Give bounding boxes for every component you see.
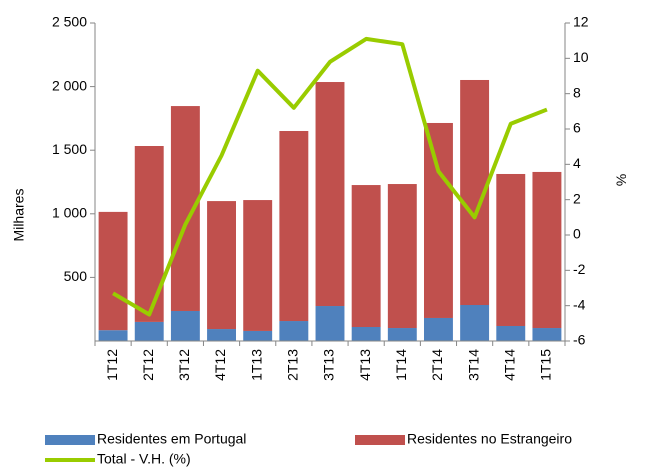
y-axis-label: Milhares — [11, 189, 27, 242]
y-tick-label: 2 000 — [52, 77, 87, 93]
y2-tick-label: 8 — [573, 84, 581, 100]
bar — [351, 327, 381, 341]
legend-label: Residentes no Estrangeiro — [407, 431, 572, 447]
bar — [387, 328, 417, 341]
legend-swatch — [45, 458, 95, 462]
legend-label: Residentes em Portugal — [97, 431, 246, 447]
x-tick-label: 2T13 — [285, 349, 301, 381]
bar — [424, 122, 453, 318]
bar — [315, 82, 345, 307]
bar — [279, 321, 309, 341]
x-tick-label: 1T13 — [248, 349, 264, 381]
x-tick-label: 2T14 — [429, 349, 445, 381]
y-tick-label: 500 — [64, 268, 88, 284]
bar — [496, 173, 526, 326]
x-tick-label: 4T13 — [357, 349, 373, 381]
y2-tick-label: 0 — [573, 226, 581, 242]
y2-tick-label: 10 — [573, 49, 589, 65]
x-tick-label: 3T14 — [465, 349, 481, 381]
bar — [170, 310, 200, 341]
bar — [98, 330, 128, 341]
legend-swatch — [45, 435, 95, 445]
y2-tick-label: 6 — [573, 120, 581, 136]
bar — [424, 317, 453, 341]
bar — [351, 185, 381, 328]
bar — [279, 130, 309, 322]
y2-tick-label: -6 — [573, 332, 586, 348]
x-tick-label: 1T15 — [538, 349, 554, 381]
legend-label: Total - V.H. (%) — [97, 451, 191, 467]
y2-tick-label: 12 — [573, 14, 589, 30]
bar — [207, 329, 236, 341]
x-tick-label: 1T12 — [104, 349, 120, 381]
y2-axis-label: % — [613, 174, 629, 186]
x-tick-label: 4T12 — [212, 349, 228, 381]
y2-tick-label: 2 — [573, 190, 581, 206]
x-tick-label: 3T12 — [176, 349, 192, 381]
x-tick-label: 3T13 — [321, 349, 337, 381]
x-tick-label: 4T14 — [501, 349, 517, 381]
bar — [98, 211, 128, 331]
bar — [387, 184, 417, 329]
y-tick-label: 1 500 — [52, 141, 87, 157]
bar — [532, 171, 562, 329]
bar — [134, 146, 164, 322]
y-tick-label: 1 000 — [52, 205, 87, 221]
legend-swatch — [355, 435, 405, 445]
bar — [532, 328, 562, 341]
y-tick-label: 2 500 — [52, 14, 87, 30]
x-tick-label: 2T12 — [140, 349, 156, 381]
line — [112, 36, 548, 317]
y2-tick-label: -2 — [573, 261, 586, 277]
y2-tick-label: 4 — [573, 155, 581, 171]
bar — [243, 330, 273, 341]
bar — [496, 325, 526, 341]
y2-tick-label: -4 — [573, 296, 586, 312]
bar — [315, 306, 345, 341]
bar — [460, 305, 490, 341]
bar — [243, 200, 273, 331]
bar — [134, 321, 164, 341]
bar — [207, 201, 236, 330]
x-tick-label: 1T14 — [393, 349, 409, 381]
